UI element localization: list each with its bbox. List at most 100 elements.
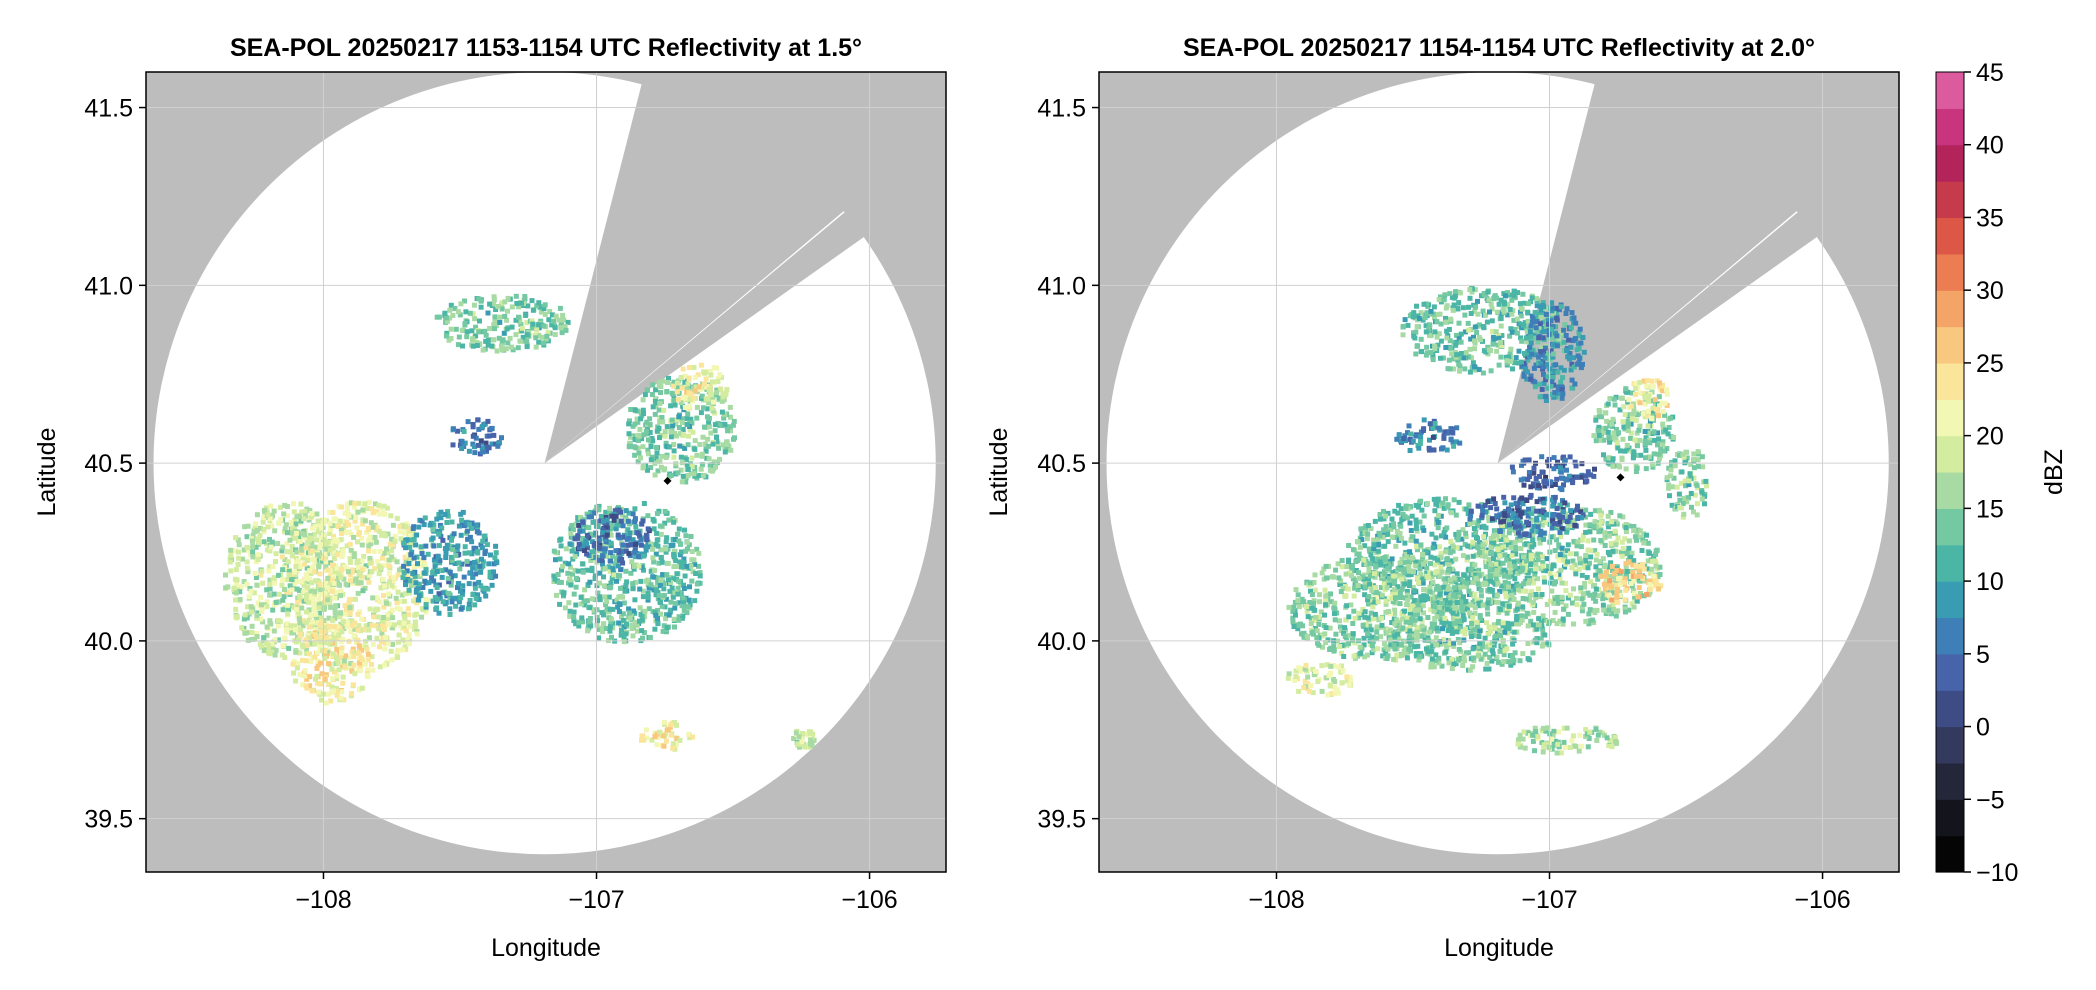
echo-pixel [491, 322, 497, 328]
echo-pixel [1490, 566, 1496, 572]
echo-pixel [626, 510, 632, 516]
echo-pixel [1323, 640, 1329, 645]
echo-pixel [1420, 552, 1426, 557]
echo-pixel [356, 668, 362, 674]
echo-pixel [1530, 537, 1536, 543]
echo-pixel [331, 574, 337, 579]
echo-pixel [280, 567, 286, 573]
echo-pixel [1641, 566, 1647, 572]
echo-pixel [593, 554, 599, 560]
echo-pixel [1324, 575, 1330, 581]
echo-pixel [1514, 558, 1520, 564]
echo-pixel [267, 516, 273, 522]
echo-pixel [705, 436, 711, 442]
echo-pixel [551, 548, 557, 554]
echo-pixel [681, 560, 687, 566]
echo-pixel [525, 303, 531, 309]
echo-pixel [676, 526, 682, 532]
echo-pixel [1582, 557, 1588, 563]
echo-pixel [643, 547, 649, 553]
echo-pixel [1528, 556, 1534, 562]
echo-pixel [233, 606, 239, 612]
echo-pixel [580, 561, 586, 567]
echo-pixel [1502, 585, 1508, 590]
echo-pixel [567, 608, 573, 614]
echo-pixel [657, 401, 663, 406]
echo-pixel [414, 532, 420, 538]
echo-pixel [437, 522, 443, 528]
echo-pixel [1398, 535, 1404, 541]
echo-pixel [346, 654, 352, 660]
echo-pixel [603, 609, 609, 615]
echo-pixel [316, 564, 322, 570]
echo-pixel [381, 583, 387, 589]
echo-pixel [259, 568, 265, 574]
echo-pixel [682, 603, 687, 609]
echo-pixel [588, 557, 594, 563]
echo-pixel [1494, 532, 1500, 538]
echo-pixel [472, 559, 478, 565]
echo-pixel [1508, 544, 1514, 550]
echo-pixel [296, 637, 301, 643]
echo-pixel [1457, 591, 1463, 597]
echo-pixel [713, 464, 718, 470]
echo-pixel [1495, 592, 1501, 598]
echo-pixel [1430, 545, 1436, 551]
echo-pixel [258, 594, 264, 600]
echo-pixel [565, 319, 571, 325]
echo-pixel [385, 640, 391, 646]
echo-pixel [1413, 522, 1419, 528]
echo-pixel [602, 549, 608, 554]
echo-pixel [572, 567, 578, 573]
echo-pixel [360, 517, 366, 523]
echo-pixel [233, 597, 239, 603]
echo-pixel [684, 422, 690, 427]
echo-pixel [633, 619, 639, 625]
echo-pixel [281, 511, 287, 517]
echo-pixel [1545, 563, 1551, 569]
echo-pixel [372, 608, 378, 614]
echo-pixel [1399, 556, 1405, 562]
echo-pixel [346, 513, 352, 519]
echo-pixel [1622, 606, 1628, 612]
echo-pixel [607, 505, 613, 511]
echo-pixel [477, 318, 482, 324]
echo-pixel [642, 392, 648, 398]
echo-pixel [700, 473, 706, 479]
echo-pixel [657, 458, 663, 464]
echo-pixel [654, 450, 660, 456]
echo-pixel [617, 573, 623, 579]
echo-pixel [1328, 599, 1334, 605]
echo-pixel [606, 615, 612, 621]
echo-pixel [1540, 560, 1546, 566]
echo-pixel [333, 543, 339, 549]
echo-pixel [475, 592, 481, 598]
echo-pixel [413, 580, 419, 586]
echo-pixel [509, 304, 515, 310]
echo-pixel [306, 537, 312, 543]
echo-pixel [543, 336, 549, 342]
echo-pixel [1358, 526, 1364, 532]
echo-pixel [334, 646, 340, 652]
echo-pixel [592, 597, 598, 603]
echo-pixel [315, 620, 321, 626]
echo-pixel [1565, 521, 1571, 527]
echo-pixel [300, 530, 306, 536]
echo-pixel [793, 730, 799, 736]
echo-pixel [504, 317, 510, 323]
echo-pixel [273, 551, 279, 557]
reflectivity-panel-1: SEA-POL 20250217 1153-1154 UTC Reflectiv… [33, 34, 947, 962]
echo-pixel [381, 550, 387, 556]
echo-pixel [692, 598, 698, 604]
echo-pixel [290, 661, 296, 667]
echo-pixel [234, 581, 239, 587]
echo-pixel [1634, 537, 1639, 543]
echo-pixel [266, 643, 272, 648]
echo-pixel [1547, 598, 1553, 604]
echo-pixel [1378, 585, 1384, 590]
echo-pixel [1585, 538, 1591, 544]
echo-pixel [322, 546, 328, 552]
echo-pixel [1635, 594, 1641, 600]
echo-pixel [687, 735, 693, 741]
echo-pixel [1585, 547, 1591, 553]
